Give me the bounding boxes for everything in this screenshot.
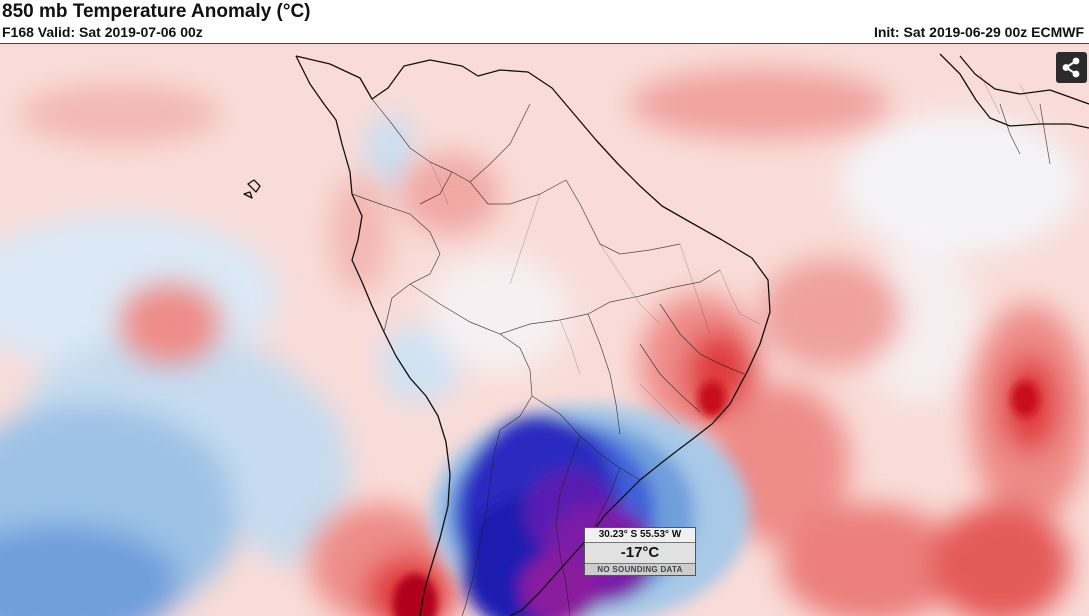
init-time: Init: Sat 2019-06-29 00z ECMWF (873, 24, 1084, 40)
readout-value: -17°C (585, 543, 695, 564)
share-icon (1062, 57, 1080, 78)
map-title: 850 mb Temperature Anomaly (°C) (2, 1, 311, 22)
map-header: 850 mb Temperature Anomaly (°C) F168 Val… (0, 0, 1089, 44)
point-readout: 30.23° S 55.53° W -17°C NO SOUNDING DATA (584, 527, 696, 576)
anomaly-map[interactable] (0, 44, 1089, 616)
share-button[interactable] (1056, 52, 1087, 83)
coastlines (243, 53, 1089, 616)
readout-sounding-note: NO SOUNDING DATA (585, 564, 695, 575)
cold-anomaly-shading (430, 404, 750, 616)
readout-coordinates: 30.23° S 55.53° W (585, 528, 695, 543)
valid-time: F168 Valid: Sat 2019-07-06 00z (2, 24, 203, 40)
warm-anomaly-shading (20, 69, 1089, 616)
state-borders (429, 73, 1041, 425)
